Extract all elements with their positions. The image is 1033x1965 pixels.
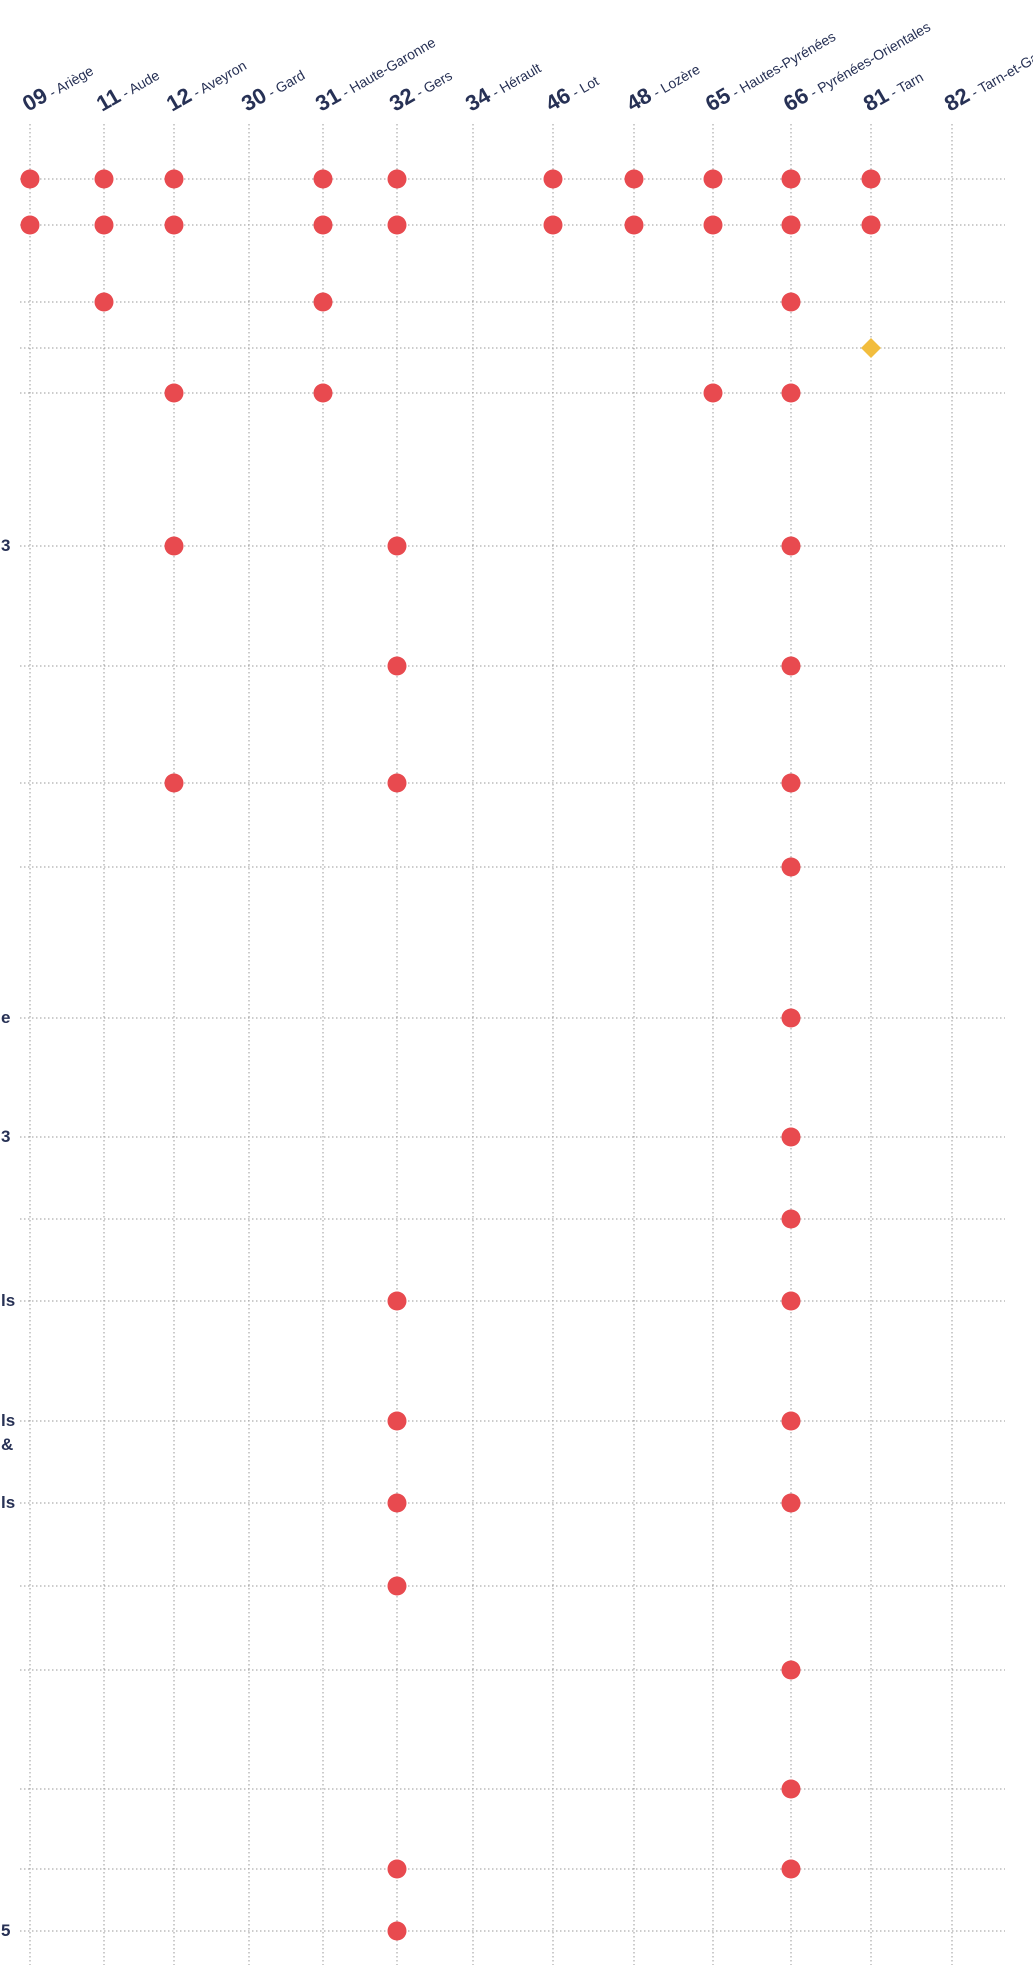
column-header-label: 11- Aude [92, 61, 163, 117]
circle-marker [703, 215, 723, 235]
circle-marker [164, 169, 184, 189]
circle-marker [313, 215, 333, 235]
circle-marker [781, 215, 801, 235]
circle-marker [313, 169, 333, 189]
grid-layer [20, 124, 1005, 1965]
column-name: - Lozère [650, 61, 703, 101]
column-header-label: 12- Aveyron [162, 51, 250, 116]
circle-marker [624, 215, 644, 235]
row-label-fragment: e [1, 1008, 10, 1027]
circle-marker [387, 1921, 407, 1941]
column-header-label: 66- Pyrénées-Orientales [779, 12, 934, 116]
circle-marker [387, 1493, 407, 1513]
circle-marker [20, 169, 40, 189]
column-header: 66- Pyrénées-Orientales [779, 12, 934, 116]
circle-marker [781, 1779, 801, 1799]
marker-layer [20, 169, 881, 1941]
circle-marker [164, 773, 184, 793]
circle-marker [164, 215, 184, 235]
circle-marker [387, 1576, 407, 1596]
column-name: - Tarn-et-Garonne [968, 31, 1033, 100]
circle-marker [387, 536, 407, 556]
row-label-fragment: 3 [1, 1127, 10, 1146]
column-header: 48- Lozère [622, 55, 704, 117]
row-label-fragment: 5 [1, 1921, 10, 1940]
circle-marker [387, 1411, 407, 1431]
column-header: 12- Aveyron [162, 51, 250, 116]
column-header-label: 81- Tarn [859, 63, 927, 117]
circle-marker [543, 215, 563, 235]
column-header-label: 31- Haute-Garonne [311, 28, 439, 117]
circle-marker [387, 773, 407, 793]
column-header-label: 48- Lozère [622, 55, 704, 117]
column-name: - Gard [265, 67, 307, 101]
circle-marker [781, 1291, 801, 1311]
circle-marker [781, 292, 801, 312]
circle-marker [387, 169, 407, 189]
row-label-fragment: ls [1, 1493, 15, 1512]
circle-marker [20, 215, 40, 235]
column-header: 09- Ariège [18, 56, 97, 116]
circle-marker [387, 1859, 407, 1879]
column-header-label: 34- Hérault [461, 54, 545, 117]
circle-marker [781, 1209, 801, 1229]
column-name: - Aude [119, 67, 162, 101]
row-label-fragment: 3 [1, 536, 10, 555]
column-name: - Tarn [887, 69, 926, 101]
column-header: 82- Tarn-et-Garonne [940, 25, 1033, 117]
circle-marker [781, 536, 801, 556]
row-label-fragment: ls [1, 1411, 15, 1430]
column-header: 31- Haute-Garonne [311, 28, 439, 117]
circle-marker [703, 383, 723, 403]
circle-marker [781, 857, 801, 877]
row-label-fragment: & [1, 1435, 13, 1454]
column-name: - Gers [413, 67, 455, 100]
circle-marker [164, 536, 184, 556]
column-header-label: 46- Lot [541, 66, 603, 116]
circle-marker [94, 215, 114, 235]
circle-marker [781, 656, 801, 676]
circle-marker [781, 1859, 801, 1879]
circle-marker [781, 1411, 801, 1431]
circle-marker [781, 1660, 801, 1680]
column-header: 81- Tarn [859, 63, 927, 117]
diamond-marker [861, 338, 881, 358]
circle-marker [313, 292, 333, 312]
circle-marker [313, 383, 333, 403]
circle-marker [781, 383, 801, 403]
column-header: 65- Hautes-Pyrénées [701, 22, 839, 116]
circle-marker [387, 1291, 407, 1311]
column-header-label: 09- Ariège [18, 56, 97, 116]
circle-marker [781, 169, 801, 189]
column-name: - Ariège [46, 62, 96, 100]
column-header: 11- Aude [92, 61, 163, 117]
circle-marker [781, 1008, 801, 1028]
circle-marker [543, 169, 563, 189]
circle-marker [861, 215, 881, 235]
circle-marker [94, 292, 114, 312]
circle-marker [624, 169, 644, 189]
column-header: 46- Lot [541, 66, 603, 116]
row-label-fragment-layer: 3 e 3 ls ls & ls 5 [1, 536, 15, 1940]
circle-marker [703, 169, 723, 189]
column-header-label: 65- Hautes-Pyrénées [701, 22, 839, 116]
circle-marker [781, 1127, 801, 1147]
column-header: 34- Hérault [461, 54, 545, 117]
column-name: - Lot [569, 72, 601, 100]
circle-marker [861, 169, 881, 189]
circle-marker [94, 169, 114, 189]
circle-marker [781, 773, 801, 793]
circle-marker [164, 383, 184, 403]
column-header-label: 82- Tarn-et-Garonne [940, 25, 1033, 117]
column-name: - Hérault [489, 60, 544, 101]
circle-marker [387, 215, 407, 235]
circle-marker [781, 1493, 801, 1513]
circle-marker [387, 656, 407, 676]
row-label-fragment: ls [1, 1291, 15, 1310]
